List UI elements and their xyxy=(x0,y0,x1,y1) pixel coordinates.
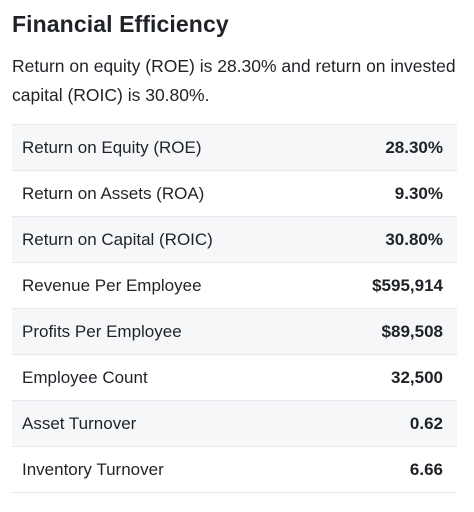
metric-value: 30.80% xyxy=(385,229,443,249)
metric-label: Employee Count xyxy=(22,367,148,387)
metrics-table: Return on Equity (ROE) 28.30% Return on … xyxy=(12,124,457,493)
metric-row-roic: Return on Capital (ROIC) 30.80% xyxy=(12,217,457,263)
metric-row-inventory-turnover: Inventory Turnover 6.66 xyxy=(12,447,457,493)
metric-value: 6.66 xyxy=(409,459,443,479)
metric-value: 32,500 xyxy=(391,367,443,387)
metric-label: Inventory Turnover xyxy=(22,459,164,479)
metric-value: $89,508 xyxy=(381,321,443,341)
metric-row-revenue-per-employee: Revenue Per Employee $595,914 xyxy=(12,263,457,309)
metric-row-employee-count: Employee Count 32,500 xyxy=(12,355,457,401)
metric-label: Revenue Per Employee xyxy=(22,275,202,295)
metric-value: 28.30% xyxy=(385,137,443,157)
section-summary: Return on equity (ROE) is 28.30% and ret… xyxy=(12,56,456,105)
metric-label: Return on Capital (ROIC) xyxy=(22,229,213,249)
metric-label: Profits Per Employee xyxy=(22,321,182,341)
metric-value: $595,914 xyxy=(372,275,443,295)
metric-label: Asset Turnover xyxy=(22,413,137,433)
section-title: Financial Efficiency xyxy=(12,11,229,37)
metric-label: Return on Equity (ROE) xyxy=(22,137,202,157)
metric-value: 0.62 xyxy=(409,413,443,433)
metric-row-roe: Return on Equity (ROE) 28.30% xyxy=(12,125,457,171)
metric-label: Return on Assets (ROA) xyxy=(22,183,205,203)
metric-row-roa: Return on Assets (ROA) 9.30% xyxy=(12,171,457,217)
metric-row-asset-turnover: Asset Turnover 0.62 xyxy=(12,401,457,447)
metric-value: 9.30% xyxy=(394,183,443,203)
metric-row-profits-per-employee: Profits Per Employee $89,508 xyxy=(12,309,457,355)
